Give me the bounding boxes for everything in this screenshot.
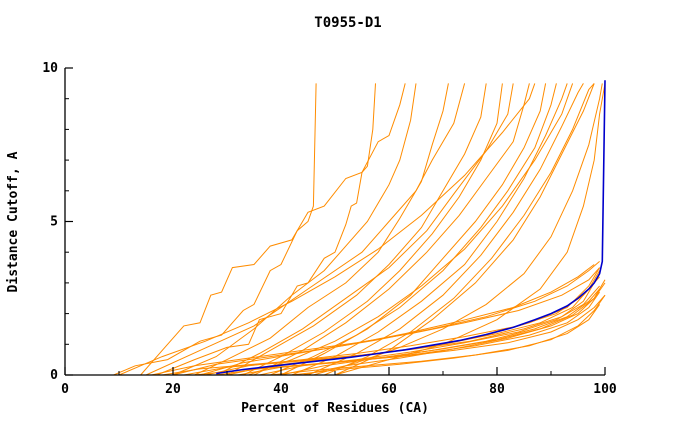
series-line-model-30 bbox=[118, 83, 536, 376]
series-line-model-25 bbox=[302, 279, 606, 376]
series-line-model-27 bbox=[334, 83, 606, 376]
series-line-model-31 bbox=[140, 83, 406, 376]
series-line-model-24 bbox=[280, 288, 600, 376]
series-line-model-26 bbox=[199, 264, 595, 376]
chart-title: T0955-D1 bbox=[314, 15, 381, 31]
series-line-model-15 bbox=[334, 83, 595, 376]
series-line-model-04 bbox=[194, 83, 449, 376]
x-tick-label: 20 bbox=[165, 382, 181, 397]
y-tick-label: 5 bbox=[50, 215, 58, 230]
series-line-model-09 bbox=[253, 83, 530, 376]
series-line-model-33 bbox=[291, 294, 606, 376]
series-line-model-07 bbox=[242, 83, 503, 376]
series-line-model-28 bbox=[313, 83, 603, 376]
series-line-model-10 bbox=[280, 83, 547, 376]
y-tick-label: 0 bbox=[50, 368, 58, 383]
series-line-model-08 bbox=[215, 83, 514, 376]
x-axis-label: Percent of Residues (CA) bbox=[241, 401, 429, 416]
series-line-model-16 bbox=[162, 273, 601, 376]
x-tick-label: 100 bbox=[593, 382, 617, 397]
series-line-model-14 bbox=[324, 83, 595, 376]
series-layer bbox=[113, 80, 606, 376]
x-tick-label: 60 bbox=[381, 382, 397, 397]
series-line-model-13 bbox=[307, 83, 584, 376]
series-line-model-01 bbox=[113, 83, 317, 376]
series-line-model-06 bbox=[226, 83, 487, 376]
series-line-model-05 bbox=[145, 83, 466, 376]
series-line-model-02 bbox=[156, 83, 376, 376]
series-line-model-35 bbox=[194, 294, 606, 376]
series-line-model-12 bbox=[291, 83, 568, 376]
series-line-model-03 bbox=[172, 83, 417, 376]
axes-layer: 0 20 40 60 80 100 0 5 10 bbox=[42, 61, 617, 397]
series-line-best-model bbox=[216, 80, 606, 375]
series-line-model-18 bbox=[205, 276, 600, 376]
y-tick-label: 10 bbox=[42, 61, 58, 76]
y-axis-label: Distance Cutoff, A bbox=[6, 151, 21, 292]
x-tick-label: 0 bbox=[61, 382, 69, 397]
x-tick-label: 40 bbox=[273, 382, 289, 397]
series-line-model-34 bbox=[172, 261, 600, 376]
x-tick-label: 80 bbox=[489, 382, 505, 397]
